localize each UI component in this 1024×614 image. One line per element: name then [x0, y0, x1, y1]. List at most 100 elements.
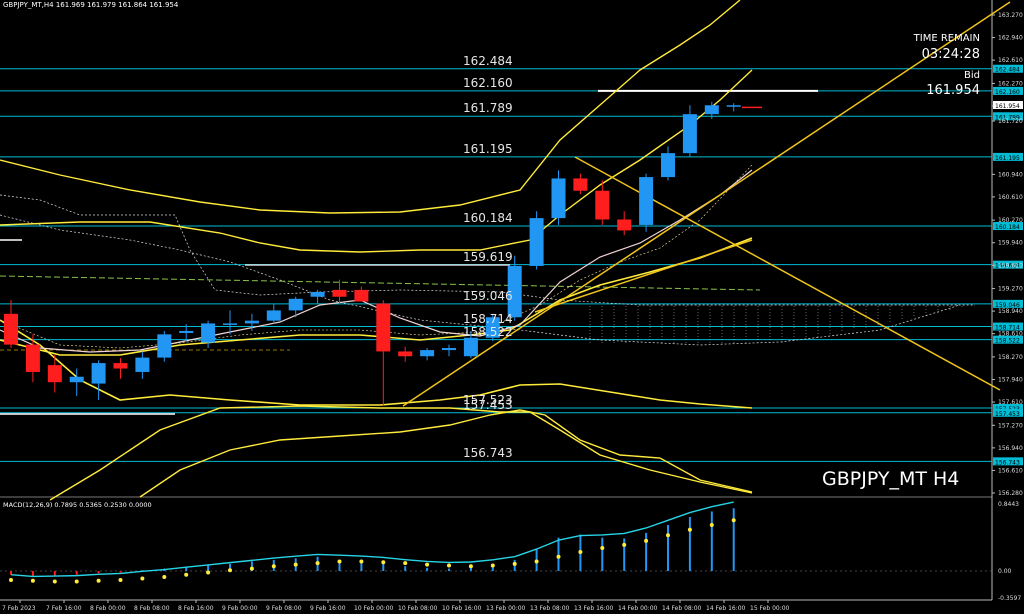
candle-body[interactable] — [726, 105, 741, 107]
candle-body[interactable] — [398, 351, 413, 357]
candle-body[interactable] — [463, 337, 478, 357]
lower-band-inner — [0, 319, 753, 409]
level-label: 158.714 — [463, 311, 513, 326]
level-price-tag — [993, 222, 1023, 231]
macd-signal-dot — [403, 561, 408, 566]
time-label: 8 Feb 08:00 — [134, 605, 170, 612]
time-label: 10 Feb 08:00 — [398, 605, 438, 612]
candle-body[interactable] — [91, 363, 106, 384]
bid-value: 161.954 — [926, 83, 980, 98]
macd-signal-dot — [666, 533, 670, 538]
level-price-tag — [993, 457, 1023, 466]
candle-body[interactable] — [223, 323, 237, 325]
macd-signal-dot — [447, 563, 451, 568]
lower-band-outer-2 — [139, 409, 753, 498]
macd-signal-dot — [228, 568, 232, 573]
candle-body[interactable] — [332, 289, 347, 297]
price-tick-label: 160.940 — [998, 171, 1023, 178]
time-label: 9 Feb 08:00 — [266, 605, 302, 612]
symbol-header: GBPJPY_MT,H4 161.969 161.979 161.864 161… — [3, 1, 179, 9]
cloud-span-b — [0, 214, 961, 346]
macd-signal-dot — [52, 579, 57, 584]
candle-body[interactable] — [442, 348, 456, 351]
level-label: 161.789 — [463, 101, 513, 116]
time-label: 7 Feb 2023 — [2, 605, 36, 612]
candle-body[interactable] — [704, 105, 719, 115]
level-label: 157.453 — [463, 397, 513, 412]
candle-body[interactable] — [551, 178, 566, 219]
macd-signal-dot — [249, 566, 254, 571]
macd-signal-dot — [271, 564, 276, 569]
candle-body[interactable] — [135, 357, 150, 372]
candle-body[interactable] — [420, 350, 435, 357]
candle-body[interactable] — [507, 265, 522, 318]
candle-body[interactable] — [179, 330, 194, 333]
upper-band-outer — [0, 0, 741, 214]
macd-signal-dot — [534, 559, 539, 564]
macd-signal-dot — [118, 578, 123, 583]
candle-body[interactable] — [244, 320, 259, 324]
price-tick-label: 159.940 — [998, 240, 1023, 247]
candle-body[interactable] — [113, 363, 128, 369]
macd-signal-dot — [30, 578, 35, 583]
candle-body[interactable] — [310, 291, 325, 297]
macd-signal-dot — [293, 562, 298, 567]
macd-signal-dot — [9, 578, 13, 583]
candle-body[interactable] — [376, 303, 391, 352]
macd-signal-dot — [687, 527, 692, 532]
time-label: 10 Feb 16:00 — [442, 605, 482, 612]
level-label: 162.484 — [463, 53, 513, 68]
candle-body[interactable] — [661, 153, 675, 178]
level-price-tag-text: 160.184 — [995, 224, 1020, 231]
time-label: 14 Feb 08:00 — [662, 605, 702, 612]
level-price-tag — [993, 299, 1023, 308]
channel-line[interactable] — [534, 239, 753, 313]
macd-signal-dot — [709, 522, 714, 527]
level-price-tag — [993, 408, 1023, 417]
candle-body[interactable] — [617, 219, 632, 231]
candle-body[interactable] — [157, 334, 172, 358]
candle-body[interactable] — [573, 178, 588, 191]
price-tick-label: 159.270 — [998, 286, 1023, 293]
candle-body[interactable] — [25, 344, 40, 372]
macd-signal-dot — [425, 562, 430, 567]
level-price-tag-text: 158.714 — [995, 325, 1020, 332]
macd-signal-dot — [731, 518, 736, 523]
level-price-tag — [993, 322, 1023, 331]
price-tick-label: 156.280 — [998, 490, 1023, 497]
current-price-tag-text: 161.954 — [995, 103, 1020, 110]
candle-body[interactable] — [47, 365, 62, 383]
price-tick-label: 160.270 — [998, 217, 1023, 224]
level-price-tag — [993, 152, 1023, 161]
ascending-trendline[interactable] — [402, 1, 1011, 407]
descending-trendline[interactable] — [574, 156, 1001, 391]
candle-body[interactable] — [69, 376, 84, 383]
macd-signal-dot — [162, 575, 167, 580]
candle-body[interactable] — [485, 317, 500, 338]
bid-label: Bid — [964, 70, 980, 81]
candle-body[interactable] — [682, 114, 697, 154]
price-tick-label: 163.270 — [998, 12, 1023, 19]
level-price-tag — [993, 64, 1023, 73]
symbol-watermark: GBPJPY_MT H4 — [822, 468, 960, 490]
candle-body[interactable] — [595, 190, 610, 220]
ma-line — [0, 169, 753, 353]
baseline-dashed — [0, 275, 761, 291]
candle-body[interactable] — [529, 218, 544, 266]
candle-body[interactable] — [266, 310, 281, 321]
price-tick-label: 161.720 — [998, 118, 1023, 125]
candle-body[interactable] — [4, 313, 18, 345]
upper-band-inner — [0, 69, 753, 253]
level-price-tag — [993, 86, 1023, 95]
macd-header: MACD(12,26,9) 0.7895 0.5365 0.2530 0.000… — [3, 501, 152, 509]
macd-tick-label: 0.8443 — [998, 501, 1019, 508]
level-price-tag-text: 158.522 — [995, 338, 1020, 345]
candle-body[interactable] — [288, 298, 303, 311]
candle-body[interactable] — [201, 323, 216, 343]
candle-body[interactable] — [639, 177, 654, 225]
candle-body[interactable] — [354, 289, 369, 302]
macd-signal-dot — [600, 545, 605, 550]
macd-signal-dot — [96, 578, 101, 583]
macd-signal-dot — [206, 570, 211, 575]
